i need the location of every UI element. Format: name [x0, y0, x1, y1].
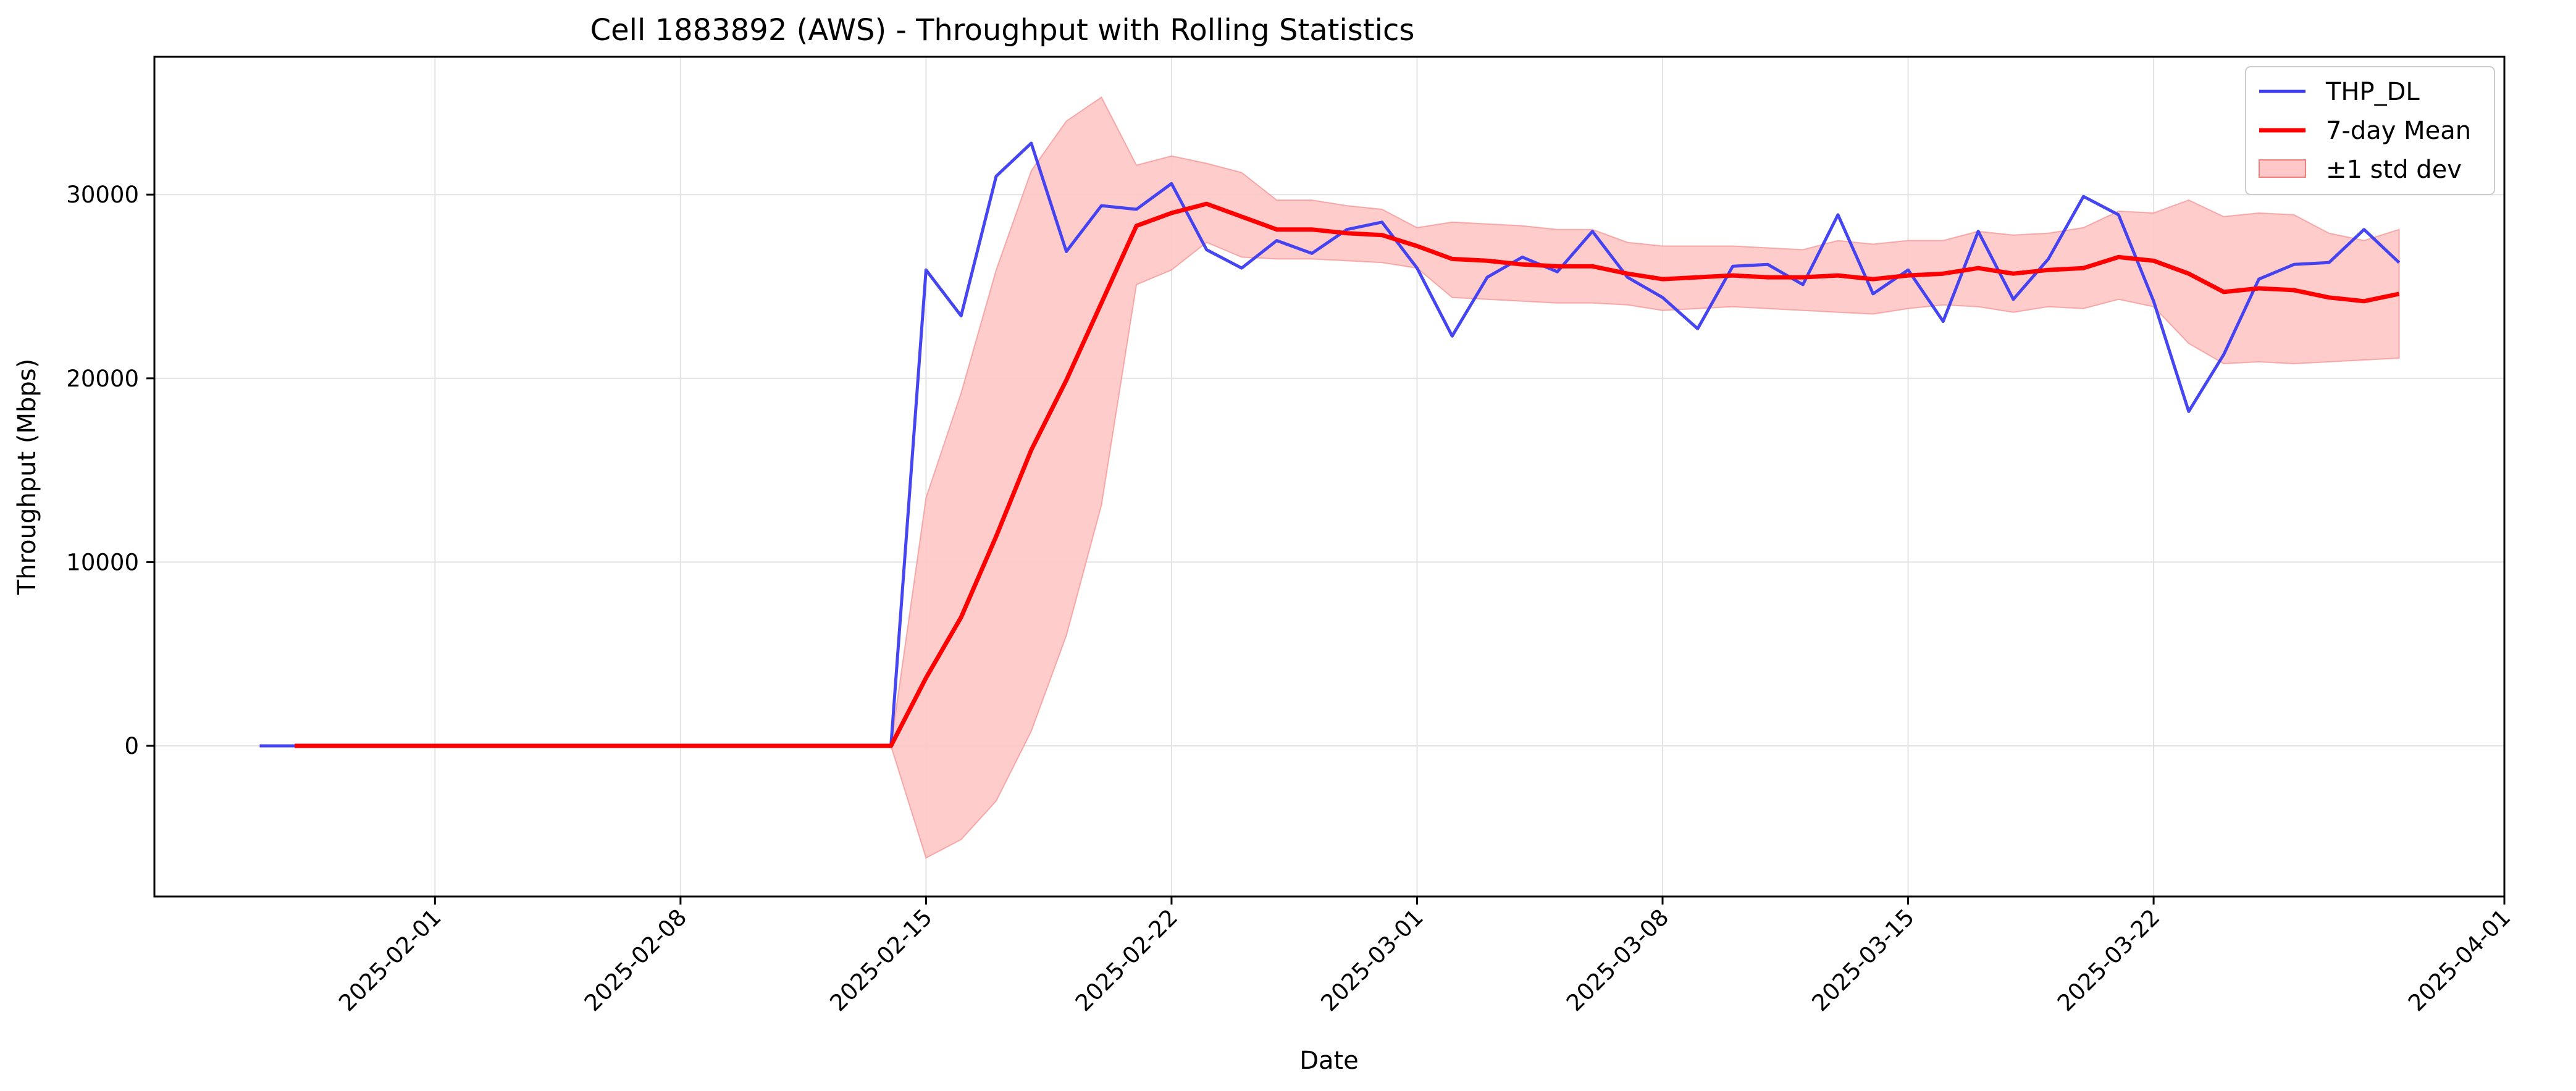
- mean-line: [295, 201, 2400, 748]
- x-axis-label: Date: [1299, 1047, 1359, 1075]
- legend: THP_DL 7-day Mean ±1 std dev: [2245, 66, 2495, 195]
- legend-swatch-std: [2259, 159, 2306, 178]
- chart-title: Cell 1883892 (AWS) - Throughput with Rol…: [590, 13, 1415, 48]
- legend-label: THP_DL: [2325, 78, 2420, 106]
- legend-box: [2245, 66, 2495, 195]
- y-tick-label: 20000: [66, 366, 139, 392]
- legend-label: 7-day Mean: [2326, 117, 2471, 145]
- y-tick-label: 10000: [66, 549, 139, 575]
- grid: [154, 57, 2505, 897]
- series-layer: [259, 141, 2401, 748]
- plot-frame: [153, 56, 2506, 898]
- y-tick-label: 0: [124, 733, 139, 759]
- y-tick-label: 30000: [66, 182, 139, 208]
- y-axis-label: Throughput (Mbps): [13, 359, 41, 595]
- legend-label: ±1 std dev: [2326, 156, 2462, 184]
